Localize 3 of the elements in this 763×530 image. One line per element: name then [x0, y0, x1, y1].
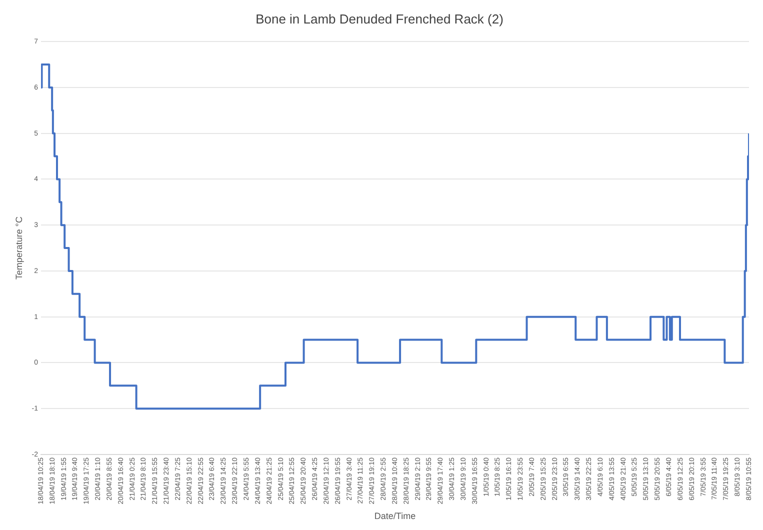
x-axis-title: Date/Time: [374, 511, 416, 522]
y-axis-title: Temperature °C: [14, 216, 24, 280]
chart-title: Bone in Lamb Denuded Frenched Rack (2): [256, 11, 504, 26]
